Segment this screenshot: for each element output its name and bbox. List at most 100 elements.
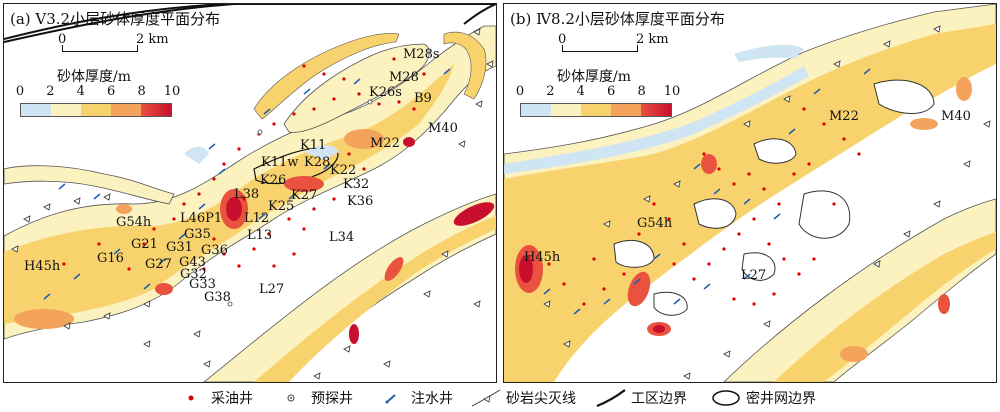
dense-well-boundary: [253, 147, 339, 185]
map-legend: 采油井 预探井 注水井 砂岩尖灭线 工区边界 密井网边界: [175, 386, 995, 410]
well-label: G33: [189, 277, 216, 292]
well-label: K25: [268, 199, 295, 214]
scale-zero: 0: [558, 32, 567, 47]
colorbar-segment: [551, 104, 581, 116]
well-label: K28: [304, 155, 331, 170]
thickness-tick-label: 0: [515, 84, 525, 99]
well-label: L46P1: [180, 211, 223, 226]
well-label: K11w: [261, 155, 299, 170]
well-label: L13: [247, 228, 273, 243]
thickness-tick-label: 0: [15, 84, 25, 99]
thickness-tick-label: 8: [137, 84, 146, 99]
well-label: K27: [291, 188, 318, 203]
thickness-tick-label: 10: [663, 84, 681, 99]
well-label: G43: [179, 255, 206, 270]
thickness-legend-title: 砂体厚度/m: [557, 69, 631, 85]
oil-well-icon: [175, 388, 207, 408]
pinchout-markers-b: [543, 25, 991, 380]
thickness-tick-label: 6: [107, 84, 116, 99]
well-label: M22: [829, 109, 859, 124]
well-label: H45h: [24, 259, 61, 274]
well-label: K26: [260, 173, 287, 188]
well-label: G35: [184, 227, 211, 242]
well-label: L34: [329, 230, 355, 245]
well-label: G31: [166, 240, 193, 255]
well-label: M22: [370, 136, 400, 151]
well-label: K26s: [369, 85, 402, 100]
panel-title-b: (b) Ⅳ8.2小层砂体厚度平面分布: [510, 10, 725, 28]
injection-wells-b: [543, 68, 871, 315]
scale-zero: 0: [58, 32, 67, 47]
thickness-legend-b: 砂体厚度/m 0 2 4 6 8 10: [512, 66, 687, 126]
pinchout-line-icon: [470, 388, 502, 408]
colorbar-segment: [611, 104, 641, 116]
well-label: L12: [244, 211, 270, 226]
work-area-boundary-icon: [595, 388, 627, 408]
thickness-legend-a: 砂体厚度/m 0 2 4 6 8 10: [12, 66, 187, 126]
dense-well-boundary-icon: [710, 388, 742, 408]
well-label: G27: [145, 257, 172, 272]
sand-thickness-map-b: [504, 4, 996, 382]
well-label: K22: [330, 163, 357, 178]
legend-work-area-boundary: 工区边界: [595, 388, 687, 408]
legend-injection-well-label: 注水井: [411, 391, 453, 407]
thickness-ticks: 0 2 4 6 8 10: [12, 84, 187, 100]
colorbar-segment: [51, 104, 81, 116]
thickness-colorbar: [520, 103, 672, 117]
work-area-boundary: [4, 4, 235, 43]
thickness-tick-label: 10: [163, 84, 181, 99]
colorbar-segment: [521, 104, 551, 116]
oil-wells: [62, 57, 426, 271]
map-panel-b: (b) Ⅳ8.2小层砂体厚度平面分布 0 2 km 砂体厚度/m 0 2 4 6 8 10…: [503, 3, 997, 383]
legend-pinchout-line: 砂岩尖灭线: [470, 388, 576, 408]
legend-dense-well-boundary: 密井网边界: [710, 388, 816, 408]
well-label: M28: [389, 70, 419, 85]
well-label: G21: [131, 237, 158, 252]
well-label: K11: [300, 138, 327, 153]
colorbar-segment: [81, 104, 111, 116]
legend-exploration-well: 预探井: [275, 388, 353, 408]
colorbar-segment: [111, 104, 141, 116]
colorbar-segment: [21, 104, 51, 116]
map-panel-a: (a) Ⅴ3.2小层砂体厚度平面分布 0 2 km 砂体厚度/m 0 2 4 6 8 10…: [3, 3, 497, 383]
well-label: L38: [234, 187, 260, 202]
colorbar-segment: [581, 104, 611, 116]
legend-pinchout-line-label: 砂岩尖灭线: [506, 391, 576, 407]
well-label: G54h: [637, 216, 673, 231]
well-label: K32: [343, 177, 370, 192]
oil-wells-b: [547, 107, 861, 306]
exploration-well-icon: [275, 388, 307, 408]
scale-bar-b: 0 2 km: [544, 32, 674, 60]
well-label: G38: [204, 290, 231, 305]
pinchout-markers: [11, 28, 494, 380]
well-label: G32: [180, 267, 207, 282]
well-label: M40: [941, 109, 971, 124]
injection-wells: [43, 68, 451, 300]
scale-bar-a: 0 2 km: [44, 32, 174, 60]
thickness-tick-label: 4: [76, 84, 85, 99]
sand-thickness-map-a: [4, 4, 496, 382]
colorbar-segment: [641, 104, 671, 116]
well-label: M28s: [403, 47, 440, 62]
thickness-tick-label: 8: [637, 84, 646, 99]
thickness-tick-label: 4: [576, 84, 585, 99]
scale-label: 2 km: [136, 32, 169, 47]
thickness-ticks: 0 2 4 6 8 10: [512, 84, 687, 100]
injection-well-icon: [375, 388, 407, 408]
thickness-legend-title: 砂体厚度/m: [57, 69, 131, 85]
well-label: L27: [259, 282, 285, 297]
panel-title-a: (a) Ⅴ3.2小层砂体厚度平面分布: [10, 10, 221, 28]
well-label: M40: [428, 121, 458, 136]
thickness-tick-label: 2: [46, 84, 55, 99]
well-label: B9: [414, 91, 432, 106]
legend-work-area-boundary-label: 工区边界: [631, 391, 687, 407]
thickness-tick-label: 6: [607, 84, 616, 99]
legend-oil-well-label: 采油井: [211, 391, 253, 407]
legend-exploration-well-label: 预探井: [311, 391, 353, 407]
well-label: K36: [347, 194, 374, 209]
legend-dense-well-boundary-label: 密井网边界: [746, 391, 816, 407]
well-label: L27: [741, 268, 767, 283]
thickness-tick-label: 2: [546, 84, 555, 99]
scale-label: 2 km: [636, 32, 669, 47]
legend-injection-well: 注水井: [375, 388, 453, 408]
